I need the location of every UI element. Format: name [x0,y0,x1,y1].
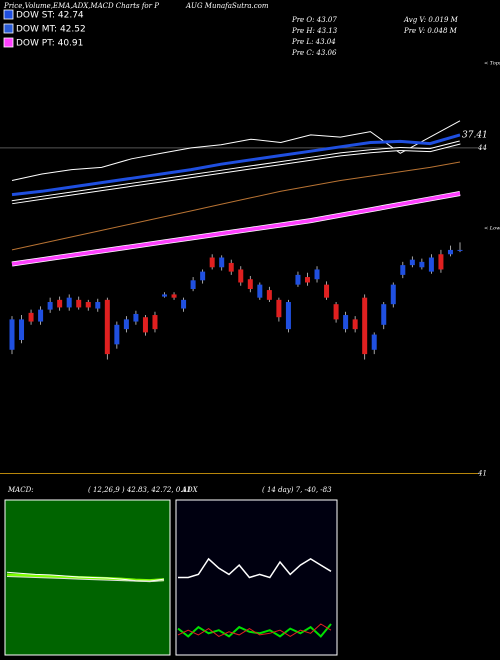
stat: Pre V: 0.048 M [403,27,458,35]
candle-body [95,302,101,309]
candle-body [228,262,234,272]
candle-body [419,261,425,268]
candle-body [371,334,377,350]
legend-label: DOW MT: 42.52 [16,25,86,35]
candle-body [276,299,282,318]
stat: Pre O: 43.07 [291,16,337,24]
candle-body [9,319,15,350]
stat: Pre H: 43.13 [291,27,338,35]
candle-body [162,294,168,297]
candle-body [381,304,387,325]
candle-body [57,299,63,308]
annotation: < Tops [484,61,500,67]
candle-body [181,299,187,309]
indicator-line [177,623,332,638]
panel-title: ADX [181,486,199,494]
candle-body [400,265,406,275]
y-tick-label: 44 [477,144,487,152]
ema-line [11,141,461,204]
candle-body [457,249,463,251]
candle-body [362,297,368,355]
candle-body [343,315,349,330]
ema-line [11,161,461,251]
legend-swatch [3,9,14,20]
candle-body [200,271,206,281]
title-right: AUG MunafaSutra.com [185,2,269,10]
candle-body [38,309,44,322]
candle-body [19,319,25,340]
stat: Pre L: 43.04 [291,38,336,46]
title-left: Price,Volume,EMA,ADX,MACD Charts for P [3,2,159,10]
candle-body [104,299,110,355]
legend-swatch [3,23,14,34]
candle-body [409,259,415,266]
legend-label: DOW PT: 40.91 [16,39,83,49]
candle-body [285,302,291,330]
candle-body [314,269,320,280]
candle-body [123,319,129,330]
indicator-line [178,557,332,579]
annotation: < Lows [484,226,500,232]
stat: Avg V: 0.019 M [403,16,459,24]
ema-line [11,191,461,266]
candle-body [333,304,339,320]
candle-body [66,297,72,308]
candle-body [428,257,434,272]
candle-body [295,274,301,285]
candle-body [47,302,53,310]
candle-body [28,312,34,322]
panel-subtitle: ( 12,26,9 ) 42.83, 42.72, 0.11 [88,486,191,494]
candle-body [238,269,244,283]
indicator-line [6,576,165,583]
candle-body [76,299,82,308]
candle-body [247,279,253,289]
stat: Pre C: 43.06 [291,49,337,57]
candle-body [171,294,177,298]
candle-body [352,319,358,330]
legend-label: DOW ST: 42.74 [16,11,84,21]
candle-body [190,280,196,289]
candle-body [257,284,263,298]
candle-body [114,324,120,345]
candle-body [133,313,139,322]
y-tick-label: 41 [477,469,487,477]
candle-body [304,277,310,283]
candle-body [390,284,396,305]
annotation: 37.41 [462,131,488,141]
candle-body [209,257,215,268]
candle-body [447,249,453,255]
indicator-line [177,623,332,637]
candle-body [152,315,158,330]
candle-body [438,254,444,270]
candle-body [266,290,272,300]
legend-swatch [3,37,14,48]
candle-body [142,317,148,333]
ema-line [11,133,461,197]
panel-subtitle: ( 14 day) 7, -40, -83 [262,486,332,494]
candle-body [85,302,91,308]
candle-body [324,284,330,298]
panel-title: MACD: [7,486,34,494]
candle-body [219,257,225,268]
